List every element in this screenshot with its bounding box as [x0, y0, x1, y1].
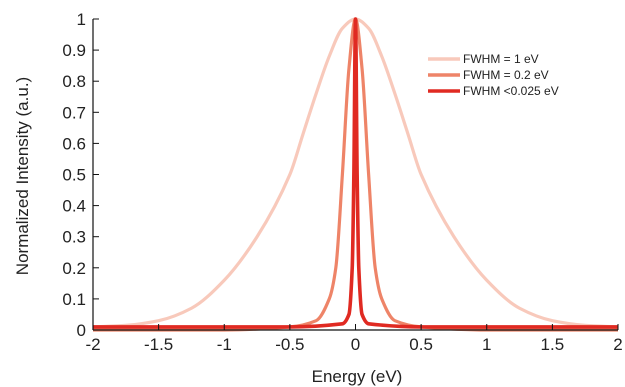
x-tick-label: -2 — [85, 335, 100, 354]
x-tick-label: 1 — [482, 335, 491, 354]
x-tick-label: 2 — [613, 335, 622, 354]
y-tick-label: 0.7 — [62, 103, 86, 122]
x-tick-label: 0 — [351, 335, 360, 354]
y-tick-label: 0.5 — [62, 166, 86, 185]
x-tick-label: 1.5 — [541, 335, 565, 354]
y-tick-label: 0 — [77, 321, 86, 340]
x-axis-title: Energy (eV) — [312, 367, 403, 386]
y-tick-label: 0.3 — [62, 228, 86, 247]
legend-label: FWHM = 1 eV — [463, 52, 539, 66]
legend-label: FWHM = 0.2 eV — [463, 68, 549, 82]
y-tick-label: 0.4 — [62, 197, 86, 216]
x-tick-label: -0.5 — [275, 335, 304, 354]
axes: -2 -1.5 -1 -0.5 0 0.5 1 1.5 2 0 0.1 0.2 0.3 0.4 0.5 0.6… — [62, 10, 622, 354]
y-axis-title: Normalized Intensity (a.u.) — [13, 77, 32, 275]
y-tick-label: 0.8 — [62, 72, 86, 91]
plot-area — [92, 17, 619, 332]
legend-label: FWHM <0.025 eV — [463, 84, 559, 98]
y-tick-label: 0.1 — [62, 290, 86, 309]
series-line-fwhm-0-025-ev — [93, 17, 618, 329]
y-tick-label: 0.2 — [62, 259, 86, 278]
legend: FWHM = 1 eV FWHM = 0.2 eV FWHM <0.025 eV — [428, 52, 559, 98]
y-tick-label: 0.6 — [62, 134, 86, 153]
y-tick-label: 0.9 — [62, 41, 86, 60]
x-tick-label: 0.5 — [409, 335, 433, 354]
x-tick-label: -1 — [217, 335, 232, 354]
y-tick-label: 1 — [77, 10, 86, 29]
x-tick-label: -1.5 — [144, 335, 173, 354]
